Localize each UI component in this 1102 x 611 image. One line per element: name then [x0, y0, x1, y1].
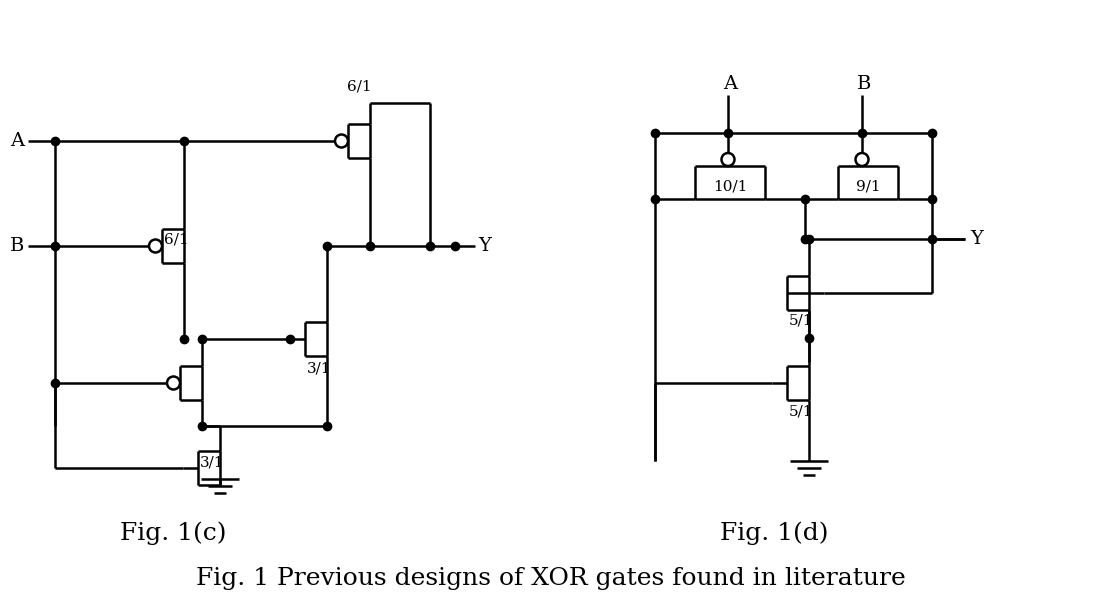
Circle shape — [335, 134, 348, 147]
Text: B: B — [10, 237, 24, 255]
Text: A: A — [723, 75, 737, 93]
Circle shape — [722, 153, 735, 166]
Text: Fig. 1(c): Fig. 1(c) — [120, 521, 227, 545]
Text: 10/1: 10/1 — [713, 179, 747, 193]
Circle shape — [855, 153, 868, 166]
Circle shape — [149, 240, 162, 252]
Text: 6/1: 6/1 — [347, 79, 371, 93]
Text: 3/1: 3/1 — [307, 362, 332, 376]
Text: Y: Y — [970, 230, 983, 248]
Text: Fig. 1(d): Fig. 1(d) — [720, 521, 829, 545]
Text: Fig. 1 Previous designs of XOR gates found in literature: Fig. 1 Previous designs of XOR gates fou… — [196, 568, 906, 590]
Text: B: B — [857, 75, 872, 93]
Text: A: A — [10, 132, 24, 150]
Text: 5/1: 5/1 — [789, 314, 813, 328]
Text: 5/1: 5/1 — [789, 404, 813, 418]
Circle shape — [168, 376, 180, 389]
Text: 3/1: 3/1 — [199, 456, 225, 470]
Text: 9/1: 9/1 — [856, 179, 880, 193]
Text: 6/1: 6/1 — [164, 232, 188, 246]
Text: Y: Y — [478, 237, 490, 255]
